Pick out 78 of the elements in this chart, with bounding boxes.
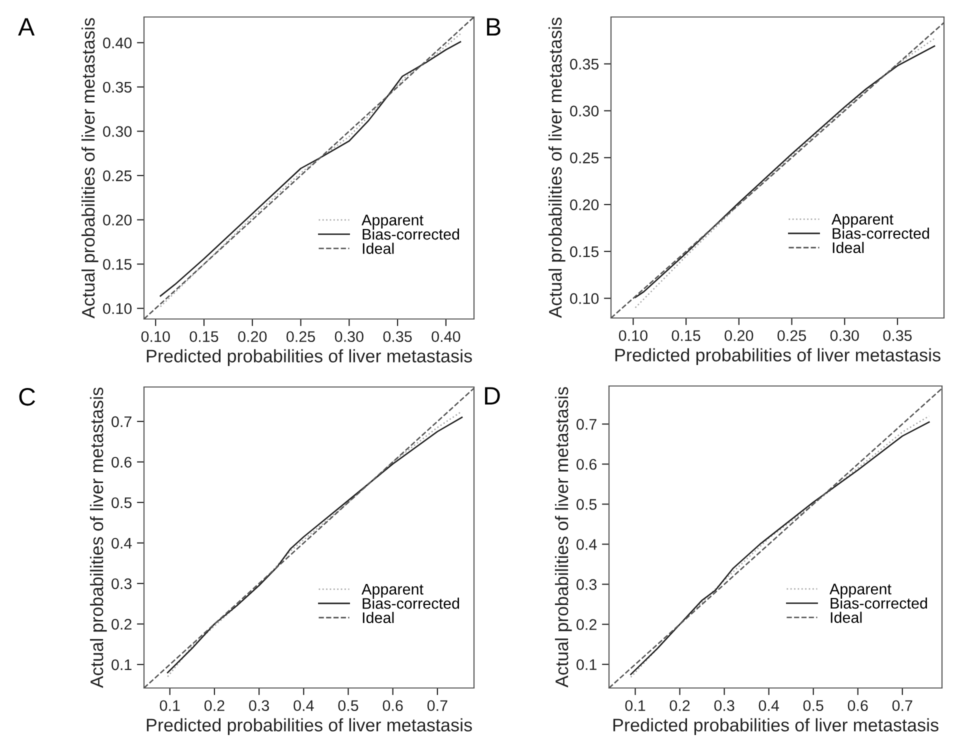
legend-label: Ideal xyxy=(832,242,864,254)
y-tick-label: 0.35 xyxy=(103,82,132,93)
x-tick-label: 0.35 xyxy=(383,331,412,342)
x-tick-label: 0.2 xyxy=(670,700,690,712)
y-tick-label: 0.2 xyxy=(576,619,596,630)
legend-label: Bias-corrected xyxy=(362,598,460,609)
x-tick-label: 0.10 xyxy=(618,330,648,342)
x-tick-label: 0.6 xyxy=(848,700,868,712)
y-tick-label: 0.7 xyxy=(112,416,132,428)
x-tick-label: 0.7 xyxy=(892,700,912,712)
x-tick-label: 0.4 xyxy=(758,700,779,712)
y-tick-label: 0.1 xyxy=(576,659,596,670)
x-tick-label: 0.20 xyxy=(238,331,267,342)
y-tick-label: 0.3 xyxy=(112,578,132,590)
x-tick-label: 0.40 xyxy=(432,331,460,342)
x-axis-title: Predicted probabilities of liver metastasis xyxy=(615,348,940,366)
y-tick-label: 0.25 xyxy=(570,152,599,164)
legend-label: Bias-corrected xyxy=(362,228,460,240)
x-tick-label: 0.3 xyxy=(249,700,270,712)
x-tick-label: 0.25 xyxy=(778,330,806,342)
x-tick-label: 0.10 xyxy=(141,331,170,342)
y-axis-title: Actual probabilities of liver metastasis xyxy=(548,18,566,318)
y-tick-label: 0.15 xyxy=(103,258,132,270)
x-tick-label: 0.30 xyxy=(830,330,859,342)
legend-label: Ideal xyxy=(830,612,862,623)
y-tick-label: 0.3 xyxy=(576,579,597,590)
x-tick-label: 0.1 xyxy=(625,700,646,712)
x-axis-title: Predicted probabilities of liver metastasis xyxy=(146,349,472,366)
x-tick-label: 0.15 xyxy=(672,330,700,342)
x-tick-label: 0.5 xyxy=(338,700,358,712)
chart-title: B xyxy=(487,18,500,36)
y-tick-label: 0.30 xyxy=(103,126,132,137)
x-tick-label: 0.5 xyxy=(803,700,824,712)
legend-label: Ideal xyxy=(362,612,394,624)
chart-title: C xyxy=(19,388,36,406)
x-tick-label: 0.7 xyxy=(427,700,448,712)
y-tick-label: 0.4 xyxy=(112,538,132,549)
y-tick-label: 0.10 xyxy=(570,293,599,304)
x-tick-label: 0.25 xyxy=(286,331,316,342)
y-tick-label: 0.35 xyxy=(570,58,599,70)
y-tick-label: 0.6 xyxy=(112,456,132,468)
y-tick-label: 0.10 xyxy=(103,303,132,314)
x-axis-title: Predicted probabilities of liver metastasis xyxy=(146,718,472,736)
y-tick-label: 0.40 xyxy=(103,38,132,48)
x-tick-label: 0.6 xyxy=(382,700,403,712)
y-tick-label: 0.20 xyxy=(570,199,599,210)
x-tick-label: 0.3 xyxy=(714,700,734,712)
y-tick-label: 0.7 xyxy=(576,418,596,430)
x-tick-label: 0.35 xyxy=(883,330,912,342)
legend-label: Apparent xyxy=(362,584,424,598)
chart-title: A xyxy=(18,18,35,36)
legend-label: Bias-corrected xyxy=(832,228,929,239)
x-axis-title: Predicted probabilities of liver metastasis xyxy=(613,718,938,736)
y-tick-label: 0.4 xyxy=(576,539,597,550)
y-axis-title: Actual probabilities of liver metastasis xyxy=(90,388,107,688)
x-tick-label: 0.30 xyxy=(334,331,364,342)
y-tick-label: 0.6 xyxy=(576,458,597,470)
x-tick-label: 0.4 xyxy=(294,700,314,712)
y-tick-label: 0.20 xyxy=(103,214,132,226)
y-axis-title: Actual probabilities of liver metastasis xyxy=(554,387,572,688)
y-tick-label: 0.1 xyxy=(112,659,132,670)
y-tick-label: 0.25 xyxy=(103,170,132,182)
legend-label: Apparent xyxy=(362,214,424,228)
y-tick-label: 0.2 xyxy=(112,618,132,630)
legend-label: Apparent xyxy=(830,584,892,598)
legend-label: Bias-corrected xyxy=(830,597,927,609)
x-tick-label: 0.20 xyxy=(724,330,754,342)
y-tick-label: 0.5 xyxy=(112,497,132,508)
x-tick-label: 0.2 xyxy=(204,700,224,712)
y-tick-label: 0.5 xyxy=(576,499,597,510)
y-axis-title: Actual probabilities of liver metastasis xyxy=(81,18,98,318)
legend-label: Ideal xyxy=(362,242,394,254)
y-tick-label: 0.30 xyxy=(570,106,599,116)
x-tick-label: 0.1 xyxy=(160,700,180,712)
chart-title: D xyxy=(485,387,500,404)
y-tick-label: 0.15 xyxy=(570,246,599,258)
x-tick-label: 0.15 xyxy=(190,331,218,342)
legend-label: Apparent xyxy=(832,214,894,228)
